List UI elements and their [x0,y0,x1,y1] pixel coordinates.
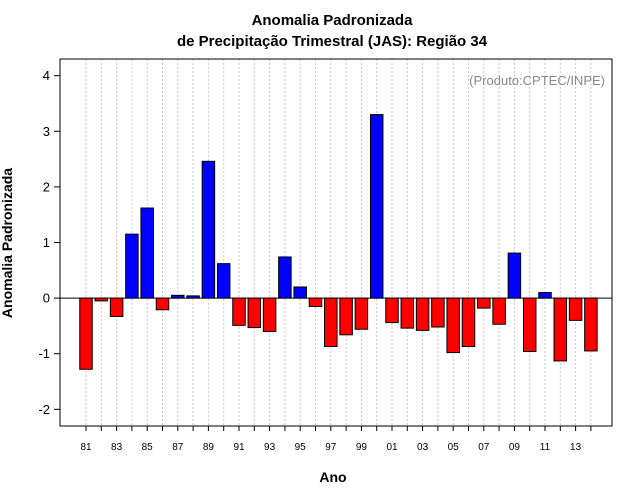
bar-94 [278,256,292,299]
x-tick-label: 09 [509,442,521,453]
bar-83 [109,297,124,317]
bar-81 [79,297,93,370]
bar-09 [507,252,522,299]
chart-title-line-2: de Precipitação Trimestral (JAS): Região… [177,33,488,50]
x-axis: 81 83 85 87 89 91 93 95 97 99 01 03 05 07 09 11 13 [80,426,592,453]
bar-05 [446,297,460,354]
bar-90 [216,263,231,299]
y-tick-label: -1 [38,346,50,361]
bar-86 [155,297,170,311]
x-tick-label: 85 [142,442,154,453]
x-tick-label: 95 [295,442,307,453]
x-tick-label: 87 [172,442,184,453]
bar-10 [522,297,537,352]
bar-82 [94,297,109,302]
x-tick-label: 13 [570,442,582,453]
x-tick-label: 05 [448,442,460,453]
bar-91 [232,297,246,326]
bar-89 [201,160,216,299]
y-tick-label: 3 [43,124,50,139]
y-tick-label: -2 [38,402,50,417]
bar-88 [186,295,200,299]
x-tick-label: 89 [203,442,215,453]
y-tick-label: 0 [43,291,50,306]
bar-12 [553,297,568,362]
bar-07 [477,297,491,309]
bars [79,114,598,370]
bar-06 [461,297,476,347]
x-axis-label: Ano [319,469,346,485]
bar-04 [431,297,445,328]
bar-03 [415,297,430,331]
y-tick-label: 4 [43,68,50,83]
bar-87 [171,294,185,299]
grid-lines [85,59,592,426]
bar-01 [385,297,399,324]
credit-label: (Produto:CPTEC/INPE) [469,73,605,88]
bar-99 [354,297,369,330]
x-tick-label: 83 [111,442,123,453]
bar-13 [568,297,583,321]
bar-98 [339,297,353,336]
x-tick-label: 03 [417,442,429,453]
bar-08 [492,297,506,325]
x-tick-label: 01 [386,442,398,453]
bar-93 [262,297,277,332]
bar-11 [538,292,552,299]
y-tick-label: 1 [43,235,50,250]
x-tick-label: 97 [325,442,337,453]
y-axis: -2 -1 0 1 2 3 4 [38,68,60,417]
bar-85 [140,207,154,299]
bar-96 [308,297,323,307]
bar-97 [324,297,338,347]
x-tick-label: 07 [478,442,490,453]
bar-14 [584,297,598,352]
x-tick-label: 91 [233,442,245,453]
x-tick-label: 99 [356,442,368,453]
bar-02 [400,297,415,329]
y-axis-label: Anomalia Padronizada [0,168,15,318]
chart-title-line-1: Anomalia Padronizada [252,12,414,29]
bar-92 [247,297,262,329]
bar-84 [125,233,139,299]
bar-95 [293,286,307,299]
y-tick-label: 2 [43,179,50,194]
x-tick-label: 11 [540,442,551,453]
bar-00 [369,114,384,299]
x-tick-label: 93 [264,442,276,453]
x-tick-label: 81 [80,442,92,453]
